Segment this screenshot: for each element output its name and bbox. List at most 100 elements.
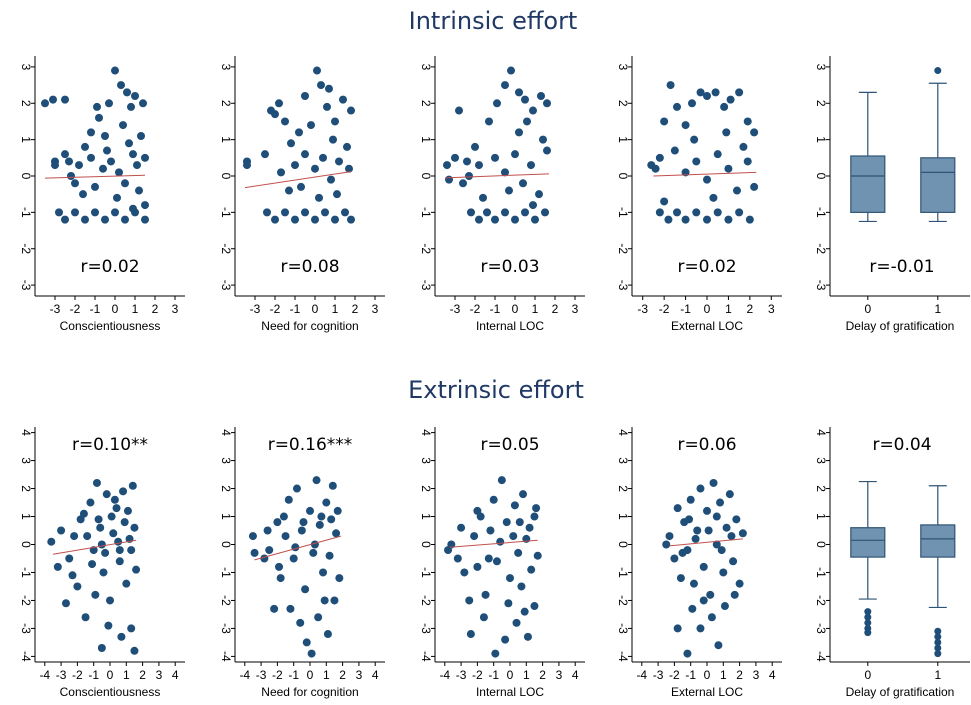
scatter-point: [712, 540, 721, 549]
scatter-point: [73, 582, 82, 591]
x-tick-label: -2: [472, 668, 483, 682]
scatter-point: [730, 590, 739, 599]
y-tick-label: -3: [219, 623, 233, 634]
x-axis-label: Need for cognition: [261, 319, 358, 333]
scatter-point: [716, 498, 725, 507]
scatter-point: [67, 172, 75, 180]
scatter-point: [291, 215, 299, 224]
x-tick-label: 2: [139, 668, 146, 682]
intrinsic-effort-title: Intrinsic effort: [409, 7, 578, 35]
x-tick-label: -3: [653, 668, 664, 682]
scatter-point: [743, 157, 752, 166]
y-tick-label: -3: [814, 623, 828, 634]
scatter-point: [311, 215, 319, 224]
x-tick-label: -2: [72, 668, 83, 682]
x-tick-label: -2: [659, 302, 670, 316]
scatter-point: [83, 532, 92, 541]
scatter-point: [735, 208, 744, 217]
x-tick-label: 1: [323, 668, 330, 682]
y-tick-label: -1: [616, 207, 630, 218]
x-tick-label: 2: [352, 302, 359, 316]
scatter-point: [693, 526, 702, 535]
x-tick-label: -2: [70, 302, 81, 316]
scatter-point: [301, 208, 309, 217]
x-tick-label: 0: [704, 302, 711, 316]
scatter-point: [712, 512, 721, 521]
x-tick-label: 2: [747, 302, 754, 316]
box-outlier: [864, 629, 872, 637]
scatter-point: [491, 153, 499, 162]
y-tick-label: -3: [616, 623, 630, 634]
x-tick-label: 3: [768, 302, 775, 316]
y-tick-label: 2: [19, 485, 33, 492]
scatter-point: [250, 548, 259, 557]
scatter-point: [117, 81, 125, 90]
scatter-point: [345, 164, 353, 173]
scatter-point: [97, 540, 106, 549]
x-tick-label: -4: [439, 668, 450, 682]
scatter-point: [465, 596, 474, 605]
scatter-point: [514, 548, 523, 557]
y-tick-label: 0: [814, 541, 828, 548]
scatter-point: [68, 571, 77, 580]
scatter-point: [99, 568, 108, 577]
scatter-point: [466, 630, 475, 639]
scatter-point: [330, 596, 339, 605]
y-tick-label: -3: [419, 623, 433, 634]
y-tick-label: 3: [419, 64, 433, 71]
scatter-point: [285, 186, 293, 195]
panel-1-4: -4 -3 -2 -1 0 1 2 3 4 0 1 Delay of gratification r=0…: [814, 427, 970, 699]
scatter-point: [132, 565, 141, 574]
scatter-point: [129, 150, 137, 159]
x-axis-label: Delay of gratification: [846, 685, 955, 699]
scatter-point: [332, 529, 341, 538]
scatter-point: [281, 532, 290, 541]
x-tick-label: -4: [239, 668, 250, 682]
scatter-point: [275, 562, 284, 571]
y-tick-label: -3: [19, 623, 33, 634]
scatter-point: [719, 568, 728, 577]
scatter-point: [451, 153, 459, 162]
scatter-point: [79, 509, 88, 518]
scatter-point: [493, 99, 501, 108]
scatter-point: [501, 635, 510, 644]
y-tick-label: 4: [219, 429, 233, 436]
scatter-point: [525, 523, 534, 532]
scatter-point: [673, 504, 682, 513]
scatter-point: [81, 215, 89, 224]
scatter-point: [291, 543, 300, 552]
scatter-point: [317, 81, 325, 90]
y-tick-label: -3: [814, 280, 828, 291]
y-tick-label: 1: [219, 513, 233, 520]
y-tick-label: 1: [814, 513, 828, 520]
scatter-point: [460, 568, 469, 577]
x-tick-label: -4: [636, 668, 647, 682]
scatter-point: [453, 554, 462, 563]
y-tick-label: 3: [219, 64, 233, 71]
x-tick-label: 1: [934, 668, 941, 682]
y-tick-label: 0: [219, 173, 233, 180]
scatter-point: [297, 526, 306, 535]
scatter-point: [299, 518, 308, 527]
scatter-point: [529, 201, 537, 210]
scatter-point: [55, 208, 63, 217]
scatter-point: [501, 208, 509, 217]
scatter-point: [313, 66, 321, 75]
scatter-point: [49, 95, 57, 104]
scatter-point: [121, 179, 129, 188]
x-tick-label: 2: [152, 302, 159, 316]
x-tick-label: 0: [112, 302, 119, 316]
scatter-point: [683, 649, 692, 658]
scatter-point: [53, 562, 62, 571]
scatter-point: [703, 215, 711, 224]
scatter-point: [696, 624, 705, 633]
x-tick-label: 1: [934, 302, 941, 316]
scatter-point: [447, 540, 456, 549]
scatter-point: [738, 529, 747, 538]
box-iqr: [850, 527, 886, 558]
scatter-point: [491, 215, 499, 224]
scatter-point: [113, 193, 121, 202]
